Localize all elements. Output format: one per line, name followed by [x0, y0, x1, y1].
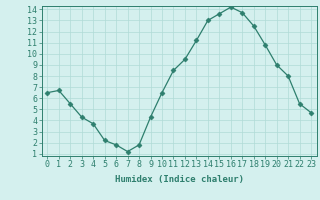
X-axis label: Humidex (Indice chaleur): Humidex (Indice chaleur): [115, 175, 244, 184]
